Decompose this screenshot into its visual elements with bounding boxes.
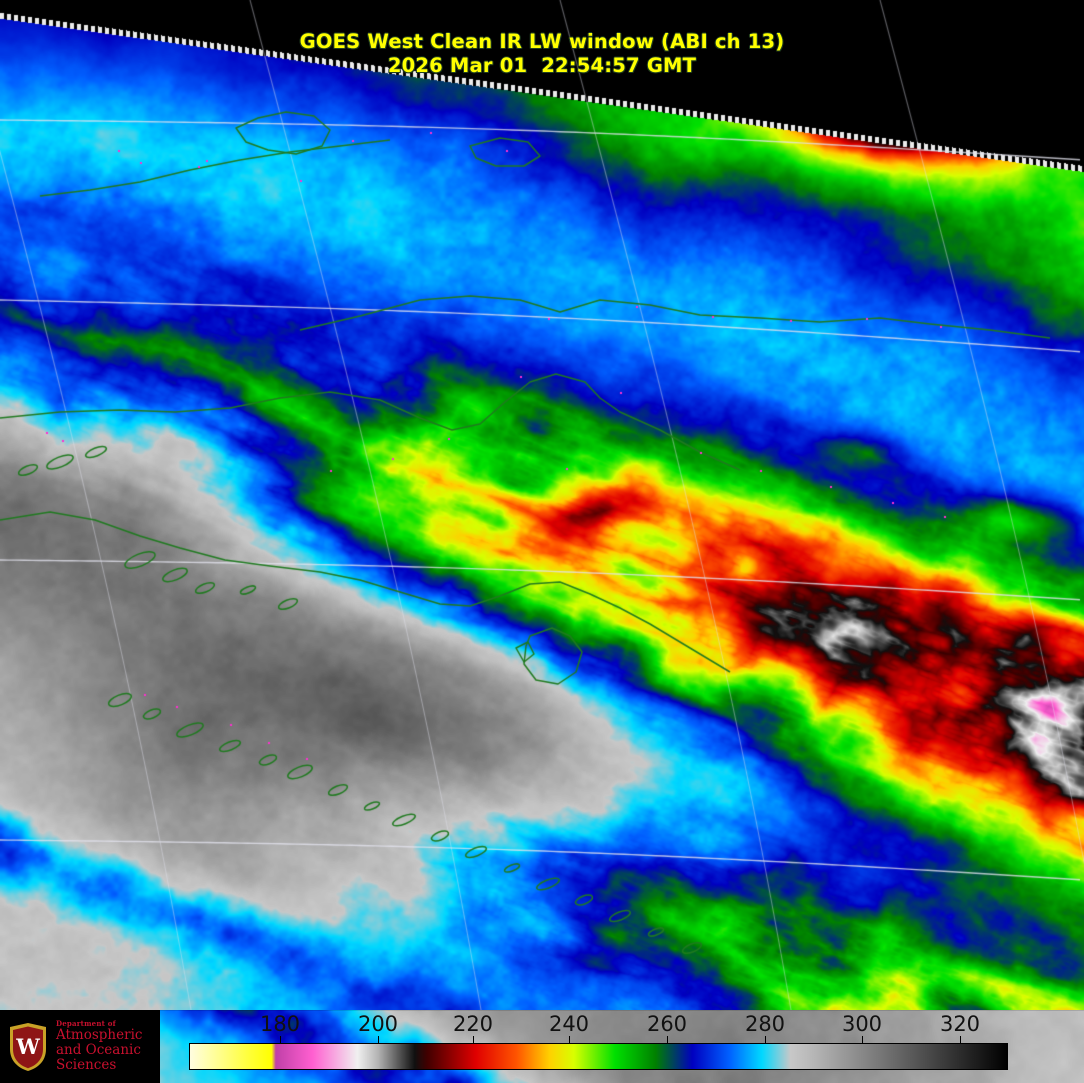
colorbar-tick-label: 220 <box>452 1012 494 1036</box>
colorbar-tick <box>473 1036 474 1043</box>
colorbar-tick-label: 320 <box>939 1012 981 1036</box>
logo-text-block: Department of Atmospheric and Oceanic Sc… <box>56 1020 160 1073</box>
colorbar-tick-label: 300 <box>841 1012 883 1036</box>
ir-brightness-temperature-map <box>0 0 1084 1010</box>
colorbar-tick <box>280 1036 281 1043</box>
svg-text:W: W <box>15 1034 40 1059</box>
colorbar-tick-label: 180 <box>259 1012 301 1036</box>
satellite-image-panel <box>0 0 1084 1010</box>
colorbar-tick <box>960 1036 961 1043</box>
colorbar-tick <box>862 1036 863 1043</box>
logo-line-2: and Oceanic Sciences <box>56 1041 141 1073</box>
colorbar-tick <box>667 1036 668 1043</box>
logo-line-1: Atmospheric <box>56 1026 143 1043</box>
colorbar-tick <box>569 1036 570 1043</box>
colorbar-tick <box>378 1036 379 1043</box>
colorbar-gradient-box <box>189 1043 1008 1070</box>
colorbar-strip: 180 200 220 240 260 280 300 320 <box>0 1010 1084 1083</box>
institution-logo: W Department of Atmospheric and Oceanic … <box>0 1010 160 1083</box>
logo-department-line: Department of <box>56 1019 116 1029</box>
colorbar-tick-label: 200 <box>357 1012 399 1036</box>
colorbar-footer: 180 200 220 240 260 280 300 320 W Department of… <box>0 1010 1084 1083</box>
colorbar-tick-label: 240 <box>548 1012 590 1036</box>
colorbar-tick <box>765 1036 766 1043</box>
colorbar-tick-label: 260 <box>646 1012 688 1036</box>
colorbar-tick-label: 280 <box>744 1012 786 1036</box>
uw-crest-icon: W <box>6 1021 50 1073</box>
colorbar-gradient <box>190 1044 1007 1069</box>
